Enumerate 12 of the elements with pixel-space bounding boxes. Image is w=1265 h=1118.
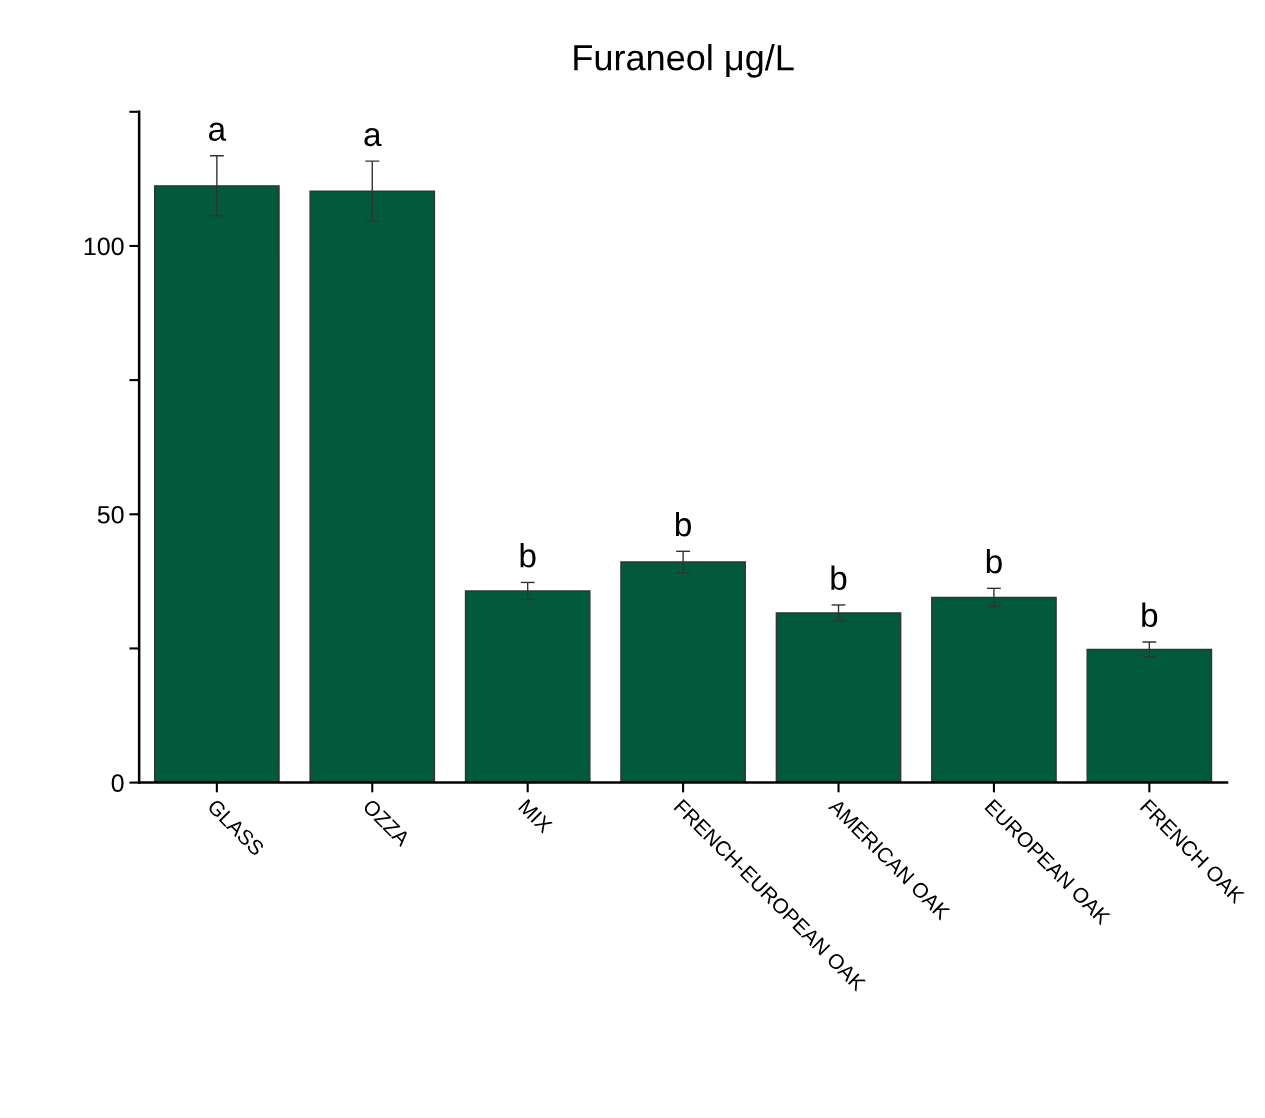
y-tick-label: 0 (111, 774, 124, 792)
x-tick-label: MIX (518, 798, 554, 834)
annotation: a (364, 127, 382, 147)
annotation: b (1142, 602, 1158, 628)
y-tick-label: 100 (84, 237, 124, 256)
chart-title: Furaneol μg/L (574, 43, 794, 78)
annotation: b (520, 543, 536, 568)
annotation: a (209, 122, 227, 141)
y-tick-label: 50 (97, 505, 124, 524)
annotation: b (831, 565, 847, 591)
annotation: b (986, 548, 1002, 574)
annotation: b (675, 511, 691, 537)
